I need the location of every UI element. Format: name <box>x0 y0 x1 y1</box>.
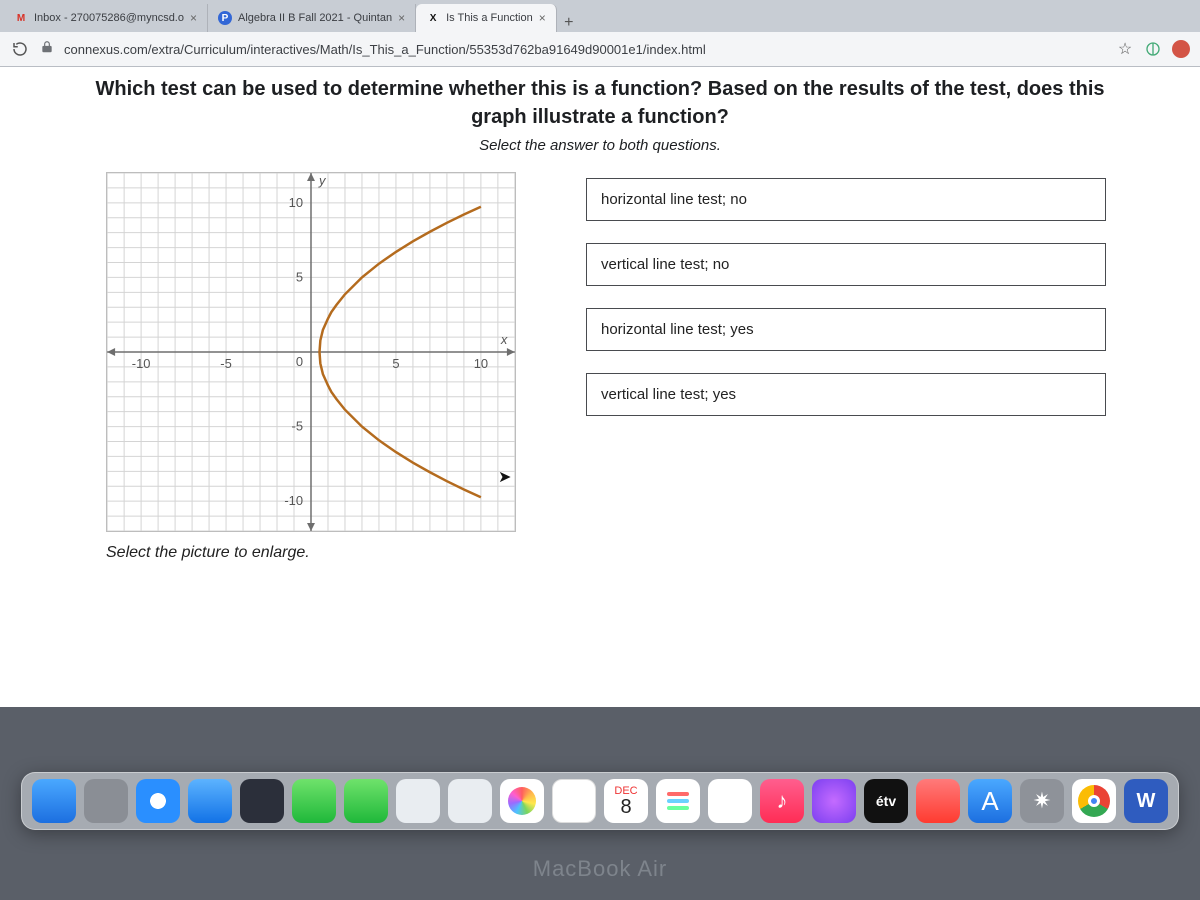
answer-list: horizontal line test; no vertical line t… <box>586 172 1174 562</box>
profile-avatar[interactable] <box>1172 40 1190 58</box>
answer-option-2[interactable]: vertical line test; no <box>586 243 1106 286</box>
music-icon[interactable]: ♪ <box>760 779 804 823</box>
svg-text:5: 5 <box>296 269 303 284</box>
p-icon: P <box>218 11 232 25</box>
svg-text:0: 0 <box>296 354 303 369</box>
word-icon[interactable]: W <box>1124 779 1168 823</box>
svg-text:-10: -10 <box>284 493 303 508</box>
answer-option-4[interactable]: vertical line test; yes <box>586 373 1106 416</box>
tab-label: Is This a Function <box>446 12 533 24</box>
macbook-label: MacBook Air <box>0 856 1200 882</box>
question-subtitle: Select the answer to both questions. <box>6 137 1194 154</box>
calendar-icon[interactable]: DEC 8 <box>604 779 648 823</box>
reload-button[interactable] <box>10 39 30 59</box>
facetime-icon[interactable] <box>292 779 336 823</box>
launchpad-icon[interactable] <box>84 779 128 823</box>
svg-text:-5: -5 <box>292 419 303 434</box>
address-bar-row: connexus.com/extra/Curriculum/interactiv… <box>0 32 1200 66</box>
mail-icon[interactable] <box>188 779 232 823</box>
graph-box[interactable]: -10 -5 5 10 10 5 -5 -10 0 x y <box>106 172 516 532</box>
news-icon[interactable] <box>916 779 960 823</box>
url-text[interactable]: connexus.com/extra/Curriculum/interactiv… <box>64 42 1106 57</box>
messages-icon[interactable] <box>344 779 388 823</box>
close-icon[interactable]: × <box>398 11 405 25</box>
calendar-month: DEC <box>614 786 637 797</box>
notes-icon[interactable] <box>708 779 752 823</box>
graph-column: -10 -5 5 10 10 5 -5 -10 0 x y Select the picture t… <box>26 172 546 562</box>
question-text: Which test can be used to determine whet… <box>6 73 1194 137</box>
findmy-icon[interactable] <box>448 779 492 823</box>
address-actions: ☆ <box>1116 40 1190 58</box>
svg-text:-5: -5 <box>220 356 231 371</box>
lock-icon <box>40 40 54 59</box>
podcasts-icon[interactable] <box>812 779 856 823</box>
extension-icon[interactable] <box>1144 40 1162 58</box>
new-tab-button[interactable]: + <box>557 14 581 32</box>
finder-icon[interactable] <box>32 779 76 823</box>
tab-strip: M Inbox - 270075286@myncsd.o × P Algebra… <box>0 0 1200 32</box>
maps-icon[interactable] <box>396 779 440 823</box>
svg-text:10: 10 <box>474 356 488 371</box>
calendar-day: 8 <box>620 797 631 817</box>
tab-label: Inbox - 270075286@myncsd.o <box>34 12 184 24</box>
gmail-icon: M <box>14 11 28 25</box>
appletv-icon[interactable]: étv <box>864 779 908 823</box>
tab-label: Algebra II B Fall 2021 - Quintan <box>238 12 392 24</box>
tab-algebra[interactable]: P Algebra II B Fall 2021 - Quintan × <box>208 4 416 32</box>
tab-function[interactable]: X Is This a Function × <box>416 4 557 32</box>
pages-icon[interactable] <box>552 779 596 823</box>
reminders-icon[interactable] <box>656 779 700 823</box>
svg-text:y: y <box>318 173 327 188</box>
macos-dock: DEC 8 ♪ étv A ✷ W <box>21 772 1179 830</box>
coordinate-graph: -10 -5 5 10 10 5 -5 -10 0 x y <box>107 173 515 531</box>
chrome-icon[interactable] <box>1072 779 1116 823</box>
answer-option-3[interactable]: horizontal line test; yes <box>586 308 1106 351</box>
close-icon[interactable]: × <box>190 11 197 25</box>
page-content: Which test can be used to determine whet… <box>0 67 1200 707</box>
close-icon[interactable]: × <box>539 11 546 25</box>
preview-icon[interactable] <box>240 779 284 823</box>
dock-area: DEC 8 ♪ étv A ✷ W <box>0 772 1200 830</box>
photos-icon[interactable] <box>500 779 544 823</box>
x-icon: X <box>426 11 440 25</box>
tab-inbox[interactable]: M Inbox - 270075286@myncsd.o × <box>4 4 208 32</box>
svg-text:x: x <box>500 332 508 347</box>
svg-text:5: 5 <box>392 356 399 371</box>
system-settings-icon[interactable]: ✷ <box>1020 779 1064 823</box>
svg-text:-10: -10 <box>132 356 151 371</box>
answer-option-1[interactable]: horizontal line test; no <box>586 178 1106 221</box>
enlarge-caption: Select the picture to enlarge. <box>106 544 546 562</box>
svg-text:10: 10 <box>289 195 303 210</box>
appstore-icon[interactable]: A <box>968 779 1012 823</box>
safari-icon[interactable] <box>136 779 180 823</box>
bookmark-star-icon[interactable]: ☆ <box>1116 40 1134 58</box>
browser-chrome: M Inbox - 270075286@myncsd.o × P Algebra… <box>0 0 1200 67</box>
